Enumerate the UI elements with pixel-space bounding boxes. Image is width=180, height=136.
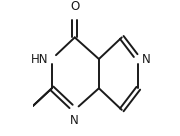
Text: O: O bbox=[70, 0, 79, 13]
Text: HN: HN bbox=[31, 52, 48, 66]
Text: N: N bbox=[142, 52, 151, 66]
Text: N: N bbox=[70, 114, 79, 127]
